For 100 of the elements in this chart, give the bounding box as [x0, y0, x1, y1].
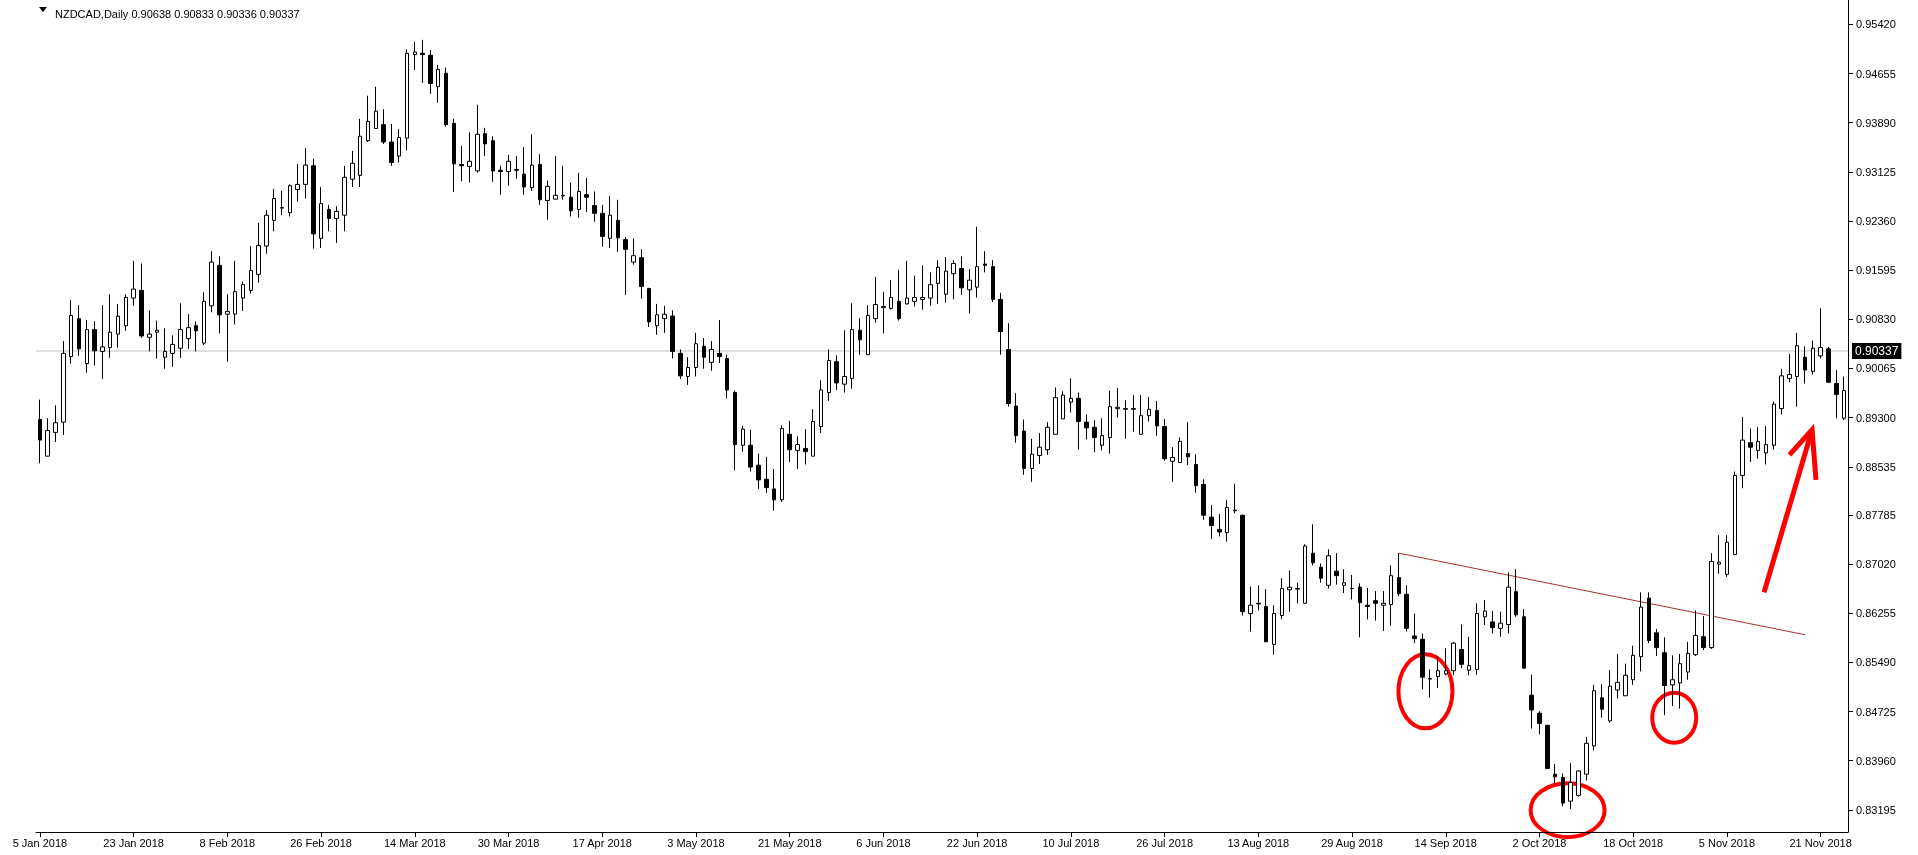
candlestick: [772, 468, 776, 512]
candlestick: [827, 349, 831, 402]
x-tick-label: 21 May 2018: [757, 836, 822, 849]
candlestick: [1326, 548, 1331, 589]
candlestick: [1342, 568, 1346, 594]
candlestick: [1053, 386, 1058, 435]
candlestick: [756, 453, 761, 490]
candlestick: [530, 133, 534, 192]
candlestick: [787, 420, 792, 463]
candlestick: [1725, 534, 1729, 578]
candlestick: [217, 255, 222, 334]
candlestick: [1115, 387, 1120, 419]
candlestick: [616, 199, 620, 253]
candlestick: [327, 204, 331, 232]
y-tick-label: 0.94655: [1856, 67, 1896, 80]
x-tick-label: 14 Sep 2018: [1414, 836, 1477, 849]
candlestick: [1740, 416, 1745, 489]
candlestick: [342, 165, 347, 232]
candlestick: [795, 435, 800, 470]
candlestick: [1303, 543, 1307, 604]
candlestick: [1592, 684, 1596, 751]
candlestick: [295, 163, 300, 203]
x-tick-label: 26 Feb 2018: [290, 836, 352, 849]
candlestick: [1147, 396, 1151, 422]
candlestick: [1803, 345, 1807, 385]
candlestick: [139, 262, 144, 339]
candlestick: [1459, 623, 1464, 669]
candlestick: [1608, 669, 1612, 724]
candlestick: [397, 128, 401, 164]
x-tick-label: 14 Mar 2018: [383, 836, 446, 849]
candlestick: [1733, 471, 1737, 556]
candlestick: [1350, 574, 1354, 600]
candlestick: [1045, 421, 1050, 456]
candlestick: [1662, 636, 1667, 716]
candlestick: [1748, 428, 1753, 463]
candlestick: [38, 399, 42, 464]
candlestick: [1233, 483, 1237, 514]
candlestick: [170, 334, 175, 368]
ref-line-label: 0.90337: [1855, 343, 1899, 358]
candlestick: [428, 49, 433, 95]
candlestick: [202, 291, 206, 346]
candlestick: [983, 250, 987, 273]
x-tick-label: 29 Aug 2018: [1321, 836, 1383, 849]
candlestick: [1600, 683, 1604, 719]
candlestick: [319, 186, 323, 249]
candlestick: [1584, 736, 1589, 782]
candlestick: [1537, 710, 1542, 735]
candlestick: [873, 276, 878, 324]
candlestick: [905, 260, 909, 306]
candlestick: [1811, 340, 1815, 376]
candlestick: [1280, 577, 1284, 620]
candlestick: [163, 327, 167, 370]
candlestick: [639, 248, 644, 300]
candlestick: [178, 302, 183, 359]
candlestick: [1779, 368, 1784, 415]
candlestick: [1225, 499, 1229, 543]
candlestick: [452, 118, 456, 193]
candlestick: [967, 268, 972, 315]
candlestick: [717, 319, 722, 364]
candlestick: [61, 340, 66, 436]
candlestick: [249, 245, 253, 295]
candlestick: [194, 320, 198, 352]
candlestick: [1436, 656, 1440, 689]
candlestick: [1186, 421, 1190, 466]
candlestick: [1818, 307, 1823, 359]
candlestick: [780, 424, 784, 503]
candlestick: [944, 256, 948, 304]
candlestick: [1311, 523, 1315, 566]
candlestick: [1756, 426, 1760, 460]
candlestick: [686, 356, 690, 386]
candlestick: [1420, 632, 1425, 690]
candlestick: [225, 293, 230, 363]
candlestick: [1123, 399, 1128, 440]
candlestick: [1037, 432, 1042, 465]
candlestick: [155, 320, 159, 359]
candlestick: [1787, 353, 1792, 383]
candlestick: [1295, 582, 1300, 604]
candlestick: [1404, 584, 1409, 633]
candlestick: [858, 317, 862, 356]
candlestick: [1764, 425, 1768, 466]
candlestick: [1615, 653, 1620, 699]
candlestick: [1201, 478, 1206, 521]
text: NZDCAD,Daily 0.90638 0.90833 0.90336 0.90337: [55, 7, 300, 20]
candlestick: [1686, 641, 1690, 681]
candlestick: [522, 146, 526, 196]
candlestick: [631, 237, 636, 266]
candlestick: [45, 417, 50, 457]
candlestick: [1693, 609, 1698, 657]
y-tick-label: 0.86255: [1856, 607, 1896, 620]
candlestick: [1568, 762, 1573, 810]
candlestick: [1240, 514, 1245, 616]
candlestick: [764, 456, 769, 494]
candlestick: [819, 379, 823, 434]
candlestick: [709, 340, 714, 372]
candlestick: [1319, 562, 1323, 584]
candlestick: [1514, 568, 1518, 618]
candlestick: [1084, 413, 1089, 440]
candlestick: [272, 188, 276, 232]
candlestick: [1412, 613, 1417, 644]
candlestick: [1678, 653, 1682, 710]
